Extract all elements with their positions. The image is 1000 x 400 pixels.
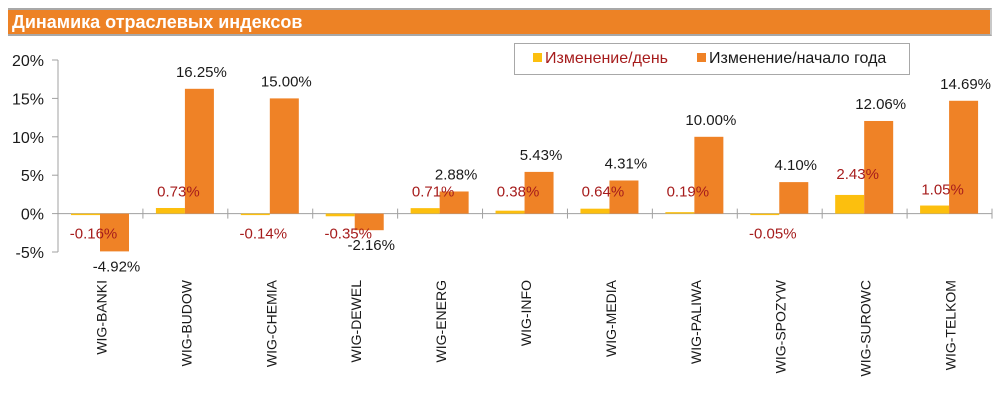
data-label-ytd: 5.43%	[520, 147, 563, 164]
y-tick-label: 0%	[21, 207, 44, 224]
y-tick-label: 5%	[21, 168, 44, 185]
legend-swatch-day	[533, 53, 542, 62]
legend-swatch-ytd	[697, 53, 706, 62]
y-tick-label: 15%	[12, 91, 44, 108]
data-label-day: 0.64%	[582, 184, 625, 201]
legend-item-day: Изменение/день	[533, 50, 668, 68]
bar-day	[155, 207, 185, 214]
bar-ytd	[779, 182, 809, 214]
x-category-label: WIG-INFO	[518, 280, 534, 346]
x-category-label: WIG-ENERG	[433, 280, 449, 362]
bar-day	[240, 213, 270, 216]
x-category-label: WIG-MEDIA	[603, 279, 619, 357]
bar-ytd	[184, 88, 214, 214]
data-label-ytd: 16.25%	[176, 64, 227, 81]
bar-ytd	[524, 171, 554, 214]
x-category-label: WIG-BANKI	[93, 280, 109, 355]
y-tick-label: 20%	[12, 53, 44, 70]
data-label-ytd: 15.00%	[261, 73, 312, 90]
bar-ytd	[439, 191, 469, 214]
data-label-ytd: 12.06%	[855, 96, 906, 113]
bar-ytd	[609, 180, 639, 214]
bar-day	[495, 210, 525, 214]
bar-day	[325, 213, 355, 217]
bar-day	[750, 213, 780, 216]
data-label-day: -0.35%	[324, 226, 372, 243]
data-label-ytd: 4.31%	[605, 155, 648, 172]
x-category-label: WIG-TELKOM	[943, 280, 959, 370]
bar-day	[71, 213, 100, 216]
y-tick-label: 10%	[12, 130, 44, 147]
data-label-day: -0.05%	[749, 226, 797, 243]
bar-day	[665, 212, 695, 214]
data-label-day: 2.43%	[836, 166, 879, 183]
x-category-label: WIG-SUROWC	[858, 280, 874, 376]
x-category-label: WIG-DEWEL	[348, 280, 364, 363]
data-label-day: 0.38%	[497, 184, 540, 201]
bar-ytd	[694, 136, 724, 214]
legend-label-day: Изменение/день	[545, 50, 668, 67]
bar-ytd	[269, 98, 299, 214]
data-label-ytd: 10.00%	[685, 112, 736, 129]
bar-day	[580, 208, 610, 214]
bar-ytd	[949, 100, 979, 214]
bar-ytd	[864, 120, 894, 214]
chart-legend: Изменение/день Изменение/начало года	[514, 43, 910, 75]
y-tick-label: -5%	[16, 245, 44, 262]
data-label-day: -0.14%	[240, 226, 288, 243]
data-label-ytd: 4.10%	[774, 157, 817, 174]
legend-item-ytd: Изменение/начало года	[697, 50, 886, 68]
x-category-label: WIG-CHEMIA	[263, 279, 279, 367]
data-label-ytd: -2.16%	[347, 237, 395, 254]
chart-header-bar: Динамика отраслевых индексов	[8, 8, 992, 36]
bar-day	[835, 194, 865, 214]
x-category-label: WIG-SPOZYW	[773, 279, 789, 373]
chart-title: Динамика отраслевых индексов	[12, 12, 303, 32]
legend-label-ytd: Изменение/начало года	[709, 50, 887, 67]
data-label-day: 1.05%	[921, 182, 964, 199]
data-label-day: -0.16%	[70, 226, 118, 243]
bar-day	[920, 205, 950, 214]
x-category-label: WIG-PALIWA	[688, 279, 704, 364]
data-label-ytd: 2.88%	[435, 166, 478, 183]
data-label-day: 0.19%	[667, 184, 710, 201]
x-category-label: WIG-BUDOW	[178, 279, 194, 366]
bar-ytd	[100, 213, 129, 252]
data-label-ytd: 14.69%	[940, 76, 991, 93]
data-label-day: 0.71%	[412, 184, 455, 201]
data-label-ytd: -4.92%	[93, 258, 141, 275]
data-label-day: 0.73%	[157, 184, 200, 201]
bar-day	[410, 208, 440, 214]
bar-ytd	[354, 213, 384, 231]
